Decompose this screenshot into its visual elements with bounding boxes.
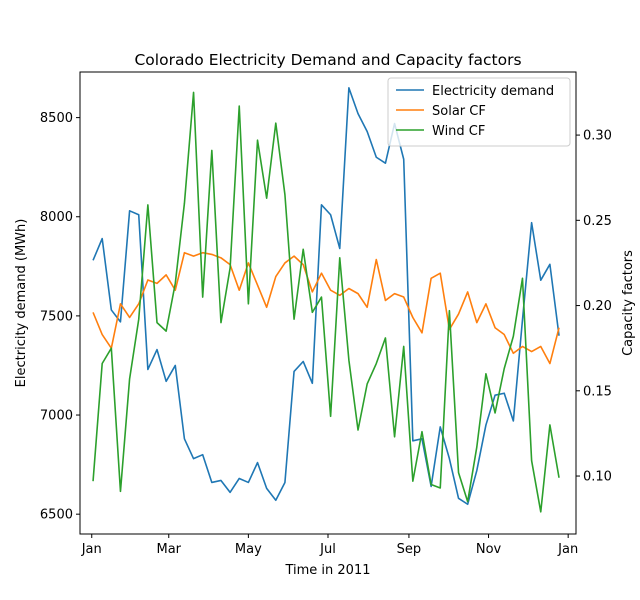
y-left-tick-label: 8000 <box>40 210 73 225</box>
x-tick-label: Nov <box>476 542 502 557</box>
legend-label-wind-cf: Wind CF <box>432 124 485 139</box>
x-tick-label: May <box>235 542 262 557</box>
x-tick-label: Jan <box>557 542 578 557</box>
legend-box <box>387 77 571 147</box>
x-tick-label: Sep <box>397 542 422 557</box>
series-line-wind-cf <box>92 91 560 513</box>
x-tick-label: Jul <box>319 542 336 557</box>
y-axis-right-label: Capacity factors <box>621 250 636 356</box>
y-axis-right: 0.10 0.15 0.20 0.25 0.30 <box>576 129 612 485</box>
series-line-solar-cf <box>92 251 560 365</box>
x-axis-label: Time in 2011 <box>284 563 370 578</box>
y-right-tick-label: 0.10 <box>583 470 612 485</box>
chart-title: Colorado Electricity Demand and Capacity… <box>134 51 521 69</box>
y-right-tick-label: 0.15 <box>583 384 612 399</box>
plot-area <box>92 87 560 513</box>
y-right-tick-label: 0.30 <box>583 129 612 144</box>
y-right-tick-label: 0.20 <box>583 299 612 314</box>
y-left-tick-label: 7500 <box>40 309 73 324</box>
x-tick-label: Mar <box>156 542 181 557</box>
y-right-tick-label: 0.25 <box>583 214 612 229</box>
x-axis: Jan Mar May Jul Sep Nov Jan <box>81 534 578 557</box>
y-left-tick-label: 7000 <box>40 409 73 424</box>
y-left-tick-label: 6500 <box>40 508 73 523</box>
y-axis-left-label: Electricity demand (MWh) <box>14 219 29 388</box>
y-left-tick-label: 8500 <box>40 111 73 126</box>
legend-label-solar-cf: Solar CF <box>432 104 486 119</box>
series-line-electricity-demand <box>92 87 560 506</box>
legend-label-electricity-demand: Electricity demand <box>432 84 554 99</box>
x-tick-label: Jan <box>81 542 102 557</box>
y-axis-left: 6500 7000 7500 8000 8500 <box>40 111 80 523</box>
legend: Electricity demand Solar CF Wind CF <box>387 77 571 147</box>
